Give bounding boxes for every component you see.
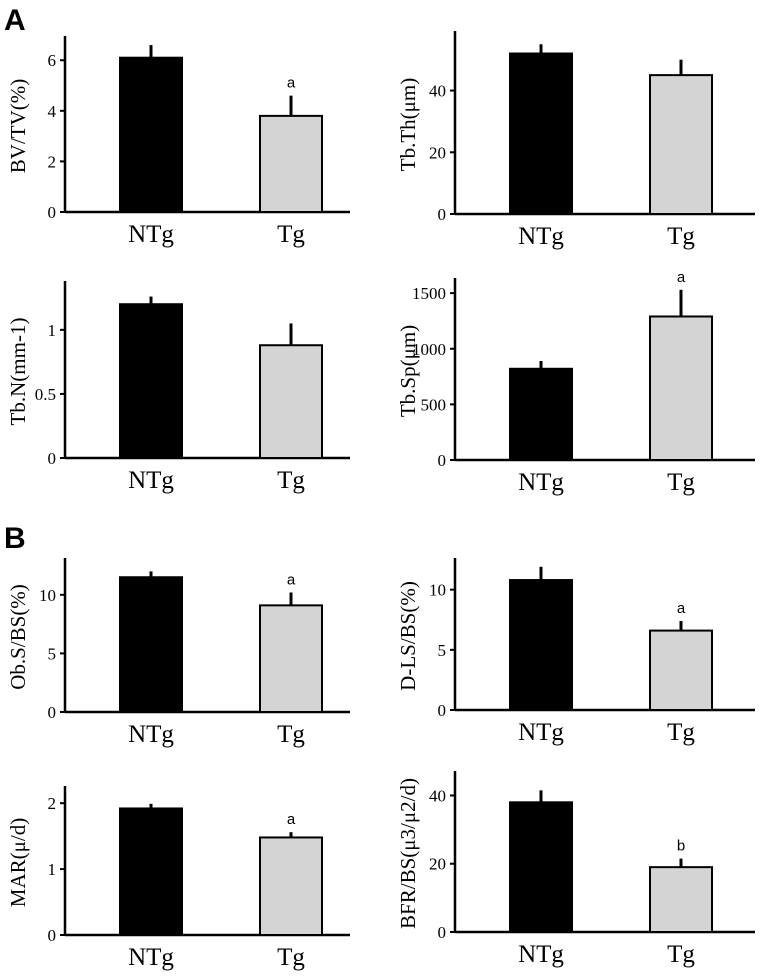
bar-tg — [649, 866, 713, 933]
y-axis-label: BFR/BS(μ3/μ2/d) — [396, 778, 420, 929]
chart-1: 0 2 4 6 BV/TV(%) NTg Tg a — [6, 36, 350, 248]
chart-7: 0 1 2 MAR(μ/d) NTg Tg a — [6, 786, 350, 971]
bar-ntg — [509, 367, 573, 461]
y-tick-label: 10 — [429, 581, 446, 600]
chart-2: 0 20 40 Tb.Th(μm) NTg Tg — [396, 31, 755, 250]
category-label: Tg — [667, 469, 695, 496]
bar-tg — [259, 604, 323, 713]
bar-tg — [649, 74, 713, 215]
category-label: Tg — [277, 944, 305, 971]
y-axis-label: D-LS/BS(%) — [396, 581, 420, 691]
category-label: Tg — [667, 719, 695, 746]
chart-5: 0 5 10 Ob.S/BS(%) NTg Tg a — [6, 558, 350, 748]
category-label: NTg — [518, 719, 564, 746]
y-tick-label: 10 — [39, 586, 56, 605]
significance-label: a — [287, 75, 296, 92]
category-label: NTg — [128, 721, 174, 748]
bar-ntg — [509, 801, 573, 933]
y-axis-label: Ob.S/BS(%) — [6, 584, 30, 690]
bar-tg — [259, 114, 323, 213]
category-label: Tg — [277, 467, 305, 494]
bar-ntg — [119, 576, 183, 713]
y-tick-label: 0 — [48, 203, 57, 222]
chart-4: 0 500 1000 1500 Tb.Sp(μm) NTg Tg a — [396, 269, 755, 496]
category-label: NTg — [128, 221, 174, 248]
significance-label: a — [677, 269, 686, 286]
chart-3: 0 0.5 1 Tb.N(mm-1) NTg Tg — [6, 281, 350, 494]
bar-ntg — [509, 579, 573, 711]
bar-tg — [649, 629, 713, 712]
y-axis-label: MAR(μ/d) — [6, 818, 30, 907]
y-tick-label: 5 — [438, 641, 447, 660]
bar-ntg — [119, 807, 183, 936]
category-label: NTg — [128, 467, 174, 494]
y-tick-label: 6 — [48, 51, 57, 70]
category-label: Tg — [667, 223, 695, 250]
significance-label: b — [677, 838, 685, 855]
y-axis-label: BV/TV(%) — [6, 79, 30, 173]
chart-6: 0 5 10 D-LS/BS(%) NTg Tg a — [396, 558, 755, 746]
y-tick-label: 0 — [48, 449, 57, 468]
y-tick-label: 1 — [48, 860, 57, 879]
category-label: Tg — [667, 941, 695, 968]
y-tick-label: 0 — [48, 703, 57, 722]
significance-label: a — [677, 600, 686, 617]
category-label: Tg — [277, 221, 305, 248]
y-tick-label: 1 — [48, 321, 57, 340]
y-axis-label: Tb.Sp(μm) — [396, 325, 420, 417]
category-label: NTg — [128, 944, 174, 971]
y-axis-label: Tb.N(mm-1) — [6, 318, 30, 426]
y-tick-label: 20 — [429, 855, 446, 874]
bar-tg — [259, 836, 323, 936]
bar-tg — [259, 344, 323, 460]
y-tick-label: 0.5 — [35, 385, 56, 404]
y-tick-label: 40 — [429, 786, 446, 805]
y-tick-label: 0 — [438, 451, 447, 470]
significance-label: a — [287, 571, 296, 588]
y-tick-label: 4 — [48, 102, 57, 121]
y-tick-label: 20 — [429, 143, 446, 162]
y-tick-label: 5 — [48, 644, 57, 663]
bar-tg — [649, 315, 713, 461]
y-axis-label: Tb.Th(μm) — [396, 78, 420, 172]
panel-label-a: A — [4, 4, 26, 37]
category-label: Tg — [277, 721, 305, 748]
significance-label: a — [287, 811, 296, 828]
y-tick-label: 1500 — [412, 284, 446, 303]
y-tick-label: 2 — [48, 152, 57, 171]
y-tick-label: 0 — [438, 923, 447, 942]
y-tick-label: 500 — [421, 395, 447, 414]
bar-ntg — [119, 303, 183, 459]
y-tick-label: 2 — [48, 794, 57, 813]
bar-ntg — [509, 52, 573, 215]
category-label: NTg — [518, 223, 564, 250]
y-tick-label: 0 — [438, 205, 447, 224]
y-tick-label: 1000 — [412, 340, 446, 359]
chart-8: 0 20 40 BFR/BS(μ3/μ2/d) NTg Tg b — [396, 771, 755, 968]
category-label: NTg — [518, 941, 564, 968]
y-tick-label: 0 — [48, 926, 57, 945]
y-tick-label: 40 — [429, 82, 446, 101]
bar-ntg — [119, 56, 183, 213]
panel-label-b: B — [4, 522, 26, 555]
y-tick-label: 0 — [438, 701, 447, 720]
category-label: NTg — [518, 469, 564, 496]
